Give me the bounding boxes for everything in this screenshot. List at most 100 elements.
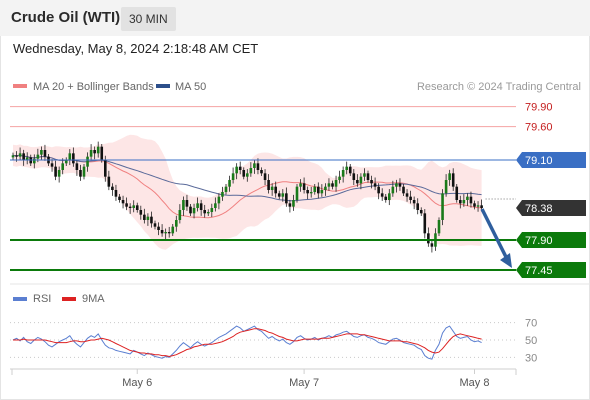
x-tick-label: May 7 — [289, 377, 319, 389]
candle-body — [377, 186, 380, 194]
candle — [167, 226, 171, 238]
level-77-45-tag — [516, 262, 586, 278]
candle — [256, 158, 260, 175]
candle-body — [249, 168, 253, 174]
candle-body — [235, 166, 238, 174]
candle-body — [341, 170, 345, 177]
candle-body — [167, 232, 171, 234]
x-axis: May 6 May 7 May 8 — [122, 369, 489, 389]
level-77-90-label: 77.90 — [525, 235, 553, 247]
candle — [75, 159, 79, 176]
candle-body — [416, 203, 419, 210]
candle-body — [334, 180, 338, 187]
candle — [437, 217, 441, 236]
chart-header: Crude Oil (WTI) 30 MIN — [0, 0, 590, 36]
candle-body — [238, 166, 242, 170]
candle-body — [405, 193, 409, 197]
candle-body — [299, 183, 302, 187]
candle-body — [384, 196, 388, 200]
candle-body — [86, 156, 89, 167]
candle-body — [203, 210, 206, 214]
candle — [306, 186, 309, 200]
rsi-tick-label: 70 — [525, 318, 537, 330]
candle-body — [370, 180, 373, 184]
candle — [281, 189, 285, 202]
candle — [249, 162, 253, 177]
candle — [139, 205, 143, 220]
candle — [384, 194, 388, 203]
candle — [111, 183, 114, 196]
candle — [235, 163, 238, 180]
candle-body — [281, 193, 285, 197]
candle — [313, 184, 317, 195]
level-78-38-tag — [516, 200, 586, 216]
candle — [189, 204, 192, 216]
candle-body — [356, 180, 359, 184]
candle — [40, 146, 43, 161]
rsi-ma-legend-label: 9MA — [82, 293, 105, 305]
candle-body — [68, 153, 72, 160]
candle — [135, 202, 139, 213]
candle — [451, 168, 455, 191]
candle-body — [157, 226, 160, 230]
candle — [466, 193, 469, 206]
candle — [331, 180, 334, 190]
candle-body — [206, 212, 210, 214]
candle — [341, 166, 345, 183]
candle-body — [79, 170, 82, 177]
candle-body — [111, 186, 114, 190]
candle-body — [224, 186, 228, 192]
candle-body — [373, 183, 377, 187]
candle-body — [352, 173, 356, 180]
candle — [125, 197, 128, 211]
candle-body — [50, 163, 54, 167]
candle — [366, 170, 370, 183]
candle — [242, 167, 246, 180]
candle — [146, 213, 150, 226]
candle — [441, 189, 444, 226]
candle — [338, 170, 341, 184]
candle-body — [427, 233, 430, 244]
candle-body — [118, 196, 121, 200]
candle-body — [267, 180, 270, 190]
candle — [132, 200, 135, 213]
candle-body — [459, 200, 462, 204]
candle — [153, 220, 157, 230]
candle-body — [288, 203, 292, 207]
candle — [348, 164, 352, 176]
candle-body — [402, 186, 405, 194]
rsi-tick-label: 50 — [525, 335, 537, 347]
candle-body — [419, 210, 423, 214]
candle-body — [33, 158, 36, 164]
candle-body — [221, 192, 224, 197]
candle-body — [150, 216, 153, 224]
candle-body — [274, 186, 277, 194]
rsi-panel: 70 50 30 — [10, 318, 537, 364]
candle-body — [466, 196, 469, 200]
ma50-legend-swatch — [156, 84, 170, 88]
candle-body — [437, 220, 441, 234]
interval-badge[interactable]: 30 MIN — [121, 7, 176, 31]
candle — [210, 203, 214, 218]
candle-body — [125, 203, 128, 207]
candle-body — [40, 150, 43, 155]
candle — [388, 189, 391, 206]
candle — [79, 164, 82, 181]
rsi-legend-label: RSI — [33, 293, 51, 305]
candle — [178, 204, 182, 224]
candle-body — [171, 226, 175, 234]
candle — [199, 199, 203, 216]
level-79-10-label: 79.10 — [525, 155, 553, 167]
candle-body — [160, 230, 164, 234]
candle-body — [107, 176, 111, 187]
candle — [89, 144, 93, 161]
candle — [217, 193, 221, 210]
candle-body — [324, 186, 327, 190]
candle-body — [363, 173, 366, 177]
candle — [302, 177, 306, 194]
candle — [377, 183, 380, 200]
candle — [143, 208, 146, 224]
candle — [324, 183, 327, 196]
candle-body — [292, 200, 295, 207]
